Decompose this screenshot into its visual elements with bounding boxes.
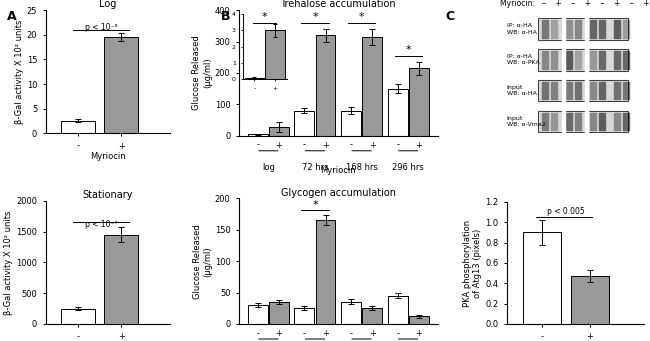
Y-axis label: PKA phosphorylation
of Atg13 (pixels): PKA phosphorylation of Atg13 (pixels): [463, 219, 482, 307]
Text: p < 10⁻⁹: p < 10⁻⁹: [85, 24, 118, 32]
Bar: [341, 110, 361, 136]
Bar: [623, 113, 629, 130]
Text: Input
WB: α-Vma2: Input WB: α-Vma2: [507, 116, 545, 127]
Bar: [387, 296, 408, 324]
Y-axis label: Glucose Released
(µg/ml): Glucose Released (µg/ml): [192, 35, 212, 110]
X-axis label: Myriocin: Myriocin: [90, 152, 125, 161]
Bar: [294, 308, 315, 324]
Text: *: *: [359, 12, 365, 22]
Bar: [551, 20, 557, 38]
Text: IP: α-HA
WB: α-HA: IP: α-HA WB: α-HA: [507, 24, 537, 34]
Bar: [538, 49, 629, 71]
Y-axis label: Glucose Released
(µg/ml): Glucose Released (µg/ml): [192, 224, 212, 299]
Bar: [575, 51, 581, 69]
Bar: [590, 113, 596, 130]
Text: *: *: [406, 45, 411, 55]
Bar: [551, 113, 557, 130]
Bar: [551, 51, 557, 69]
Bar: [538, 18, 629, 40]
Text: p < 0.005: p < 0.005: [547, 207, 585, 216]
Text: B: B: [221, 10, 231, 23]
Bar: [623, 82, 629, 100]
Title: Stationary: Stationary: [83, 190, 133, 200]
Bar: [590, 20, 596, 38]
X-axis label: Myriocin: Myriocin: [320, 166, 356, 175]
Bar: [614, 82, 620, 100]
Bar: [60, 121, 96, 133]
Bar: [623, 20, 629, 38]
Bar: [614, 51, 620, 69]
Bar: [538, 49, 629, 71]
Bar: [566, 51, 572, 69]
Text: 296 hrs: 296 hrs: [393, 163, 424, 172]
Bar: [409, 316, 429, 324]
Bar: [571, 276, 609, 324]
Bar: [566, 82, 572, 100]
Bar: [562, 17, 565, 138]
Bar: [542, 82, 548, 100]
Bar: [269, 302, 289, 324]
Title: Log: Log: [99, 0, 116, 10]
Bar: [614, 113, 620, 130]
Bar: [542, 20, 548, 38]
Bar: [575, 20, 581, 38]
Bar: [590, 82, 596, 100]
Title: Trehalose accumulation: Trehalose accumulation: [280, 0, 396, 10]
Bar: [542, 51, 548, 69]
Text: A: A: [6, 10, 16, 23]
Bar: [551, 82, 557, 100]
Bar: [387, 89, 408, 136]
Bar: [599, 51, 605, 69]
Text: C: C: [445, 10, 454, 23]
Bar: [575, 82, 581, 100]
Bar: [599, 82, 605, 100]
Bar: [586, 17, 588, 138]
Bar: [523, 233, 562, 324]
Bar: [614, 20, 620, 38]
Bar: [538, 111, 629, 132]
Bar: [623, 51, 629, 69]
Bar: [566, 113, 572, 130]
Bar: [60, 309, 96, 324]
Bar: [538, 18, 629, 40]
Bar: [599, 113, 605, 130]
Bar: [538, 80, 629, 102]
Text: Input
WB: α-HA: Input WB: α-HA: [507, 85, 537, 96]
Bar: [542, 113, 548, 130]
Y-axis label: β-Gal activity X 10² units: β-Gal activity X 10² units: [5, 210, 14, 315]
Bar: [590, 51, 596, 69]
Bar: [566, 20, 572, 38]
Text: p < 10⁻⁷: p < 10⁻⁷: [85, 220, 118, 228]
Title: Glycogen accumulation: Glycogen accumulation: [281, 188, 396, 198]
Bar: [316, 35, 335, 136]
Text: Myriocin:   –    +    –    +    –    +    –    +: Myriocin: – + – + – + – +: [500, 0, 650, 8]
Bar: [248, 305, 268, 324]
Text: 72 hrs: 72 hrs: [302, 163, 328, 172]
Bar: [104, 235, 138, 324]
Bar: [409, 68, 429, 136]
Text: *: *: [312, 12, 318, 22]
Bar: [599, 20, 605, 38]
Bar: [104, 37, 138, 133]
Bar: [538, 111, 629, 132]
Text: log: log: [262, 163, 275, 172]
Bar: [362, 308, 382, 324]
Text: 168 hrs: 168 hrs: [346, 163, 378, 172]
Y-axis label: β-Gal activity X 10² units: β-Gal activity X 10² units: [15, 19, 24, 124]
Bar: [341, 302, 361, 324]
Bar: [538, 80, 629, 102]
Text: IP: α-HA
WB: α-PKA: IP: α-HA WB: α-PKA: [507, 54, 540, 65]
Bar: [575, 113, 581, 130]
Text: *: *: [312, 200, 318, 210]
Bar: [316, 220, 335, 324]
Bar: [362, 37, 382, 136]
Bar: [269, 127, 289, 136]
Bar: [294, 110, 315, 136]
Bar: [248, 134, 268, 136]
